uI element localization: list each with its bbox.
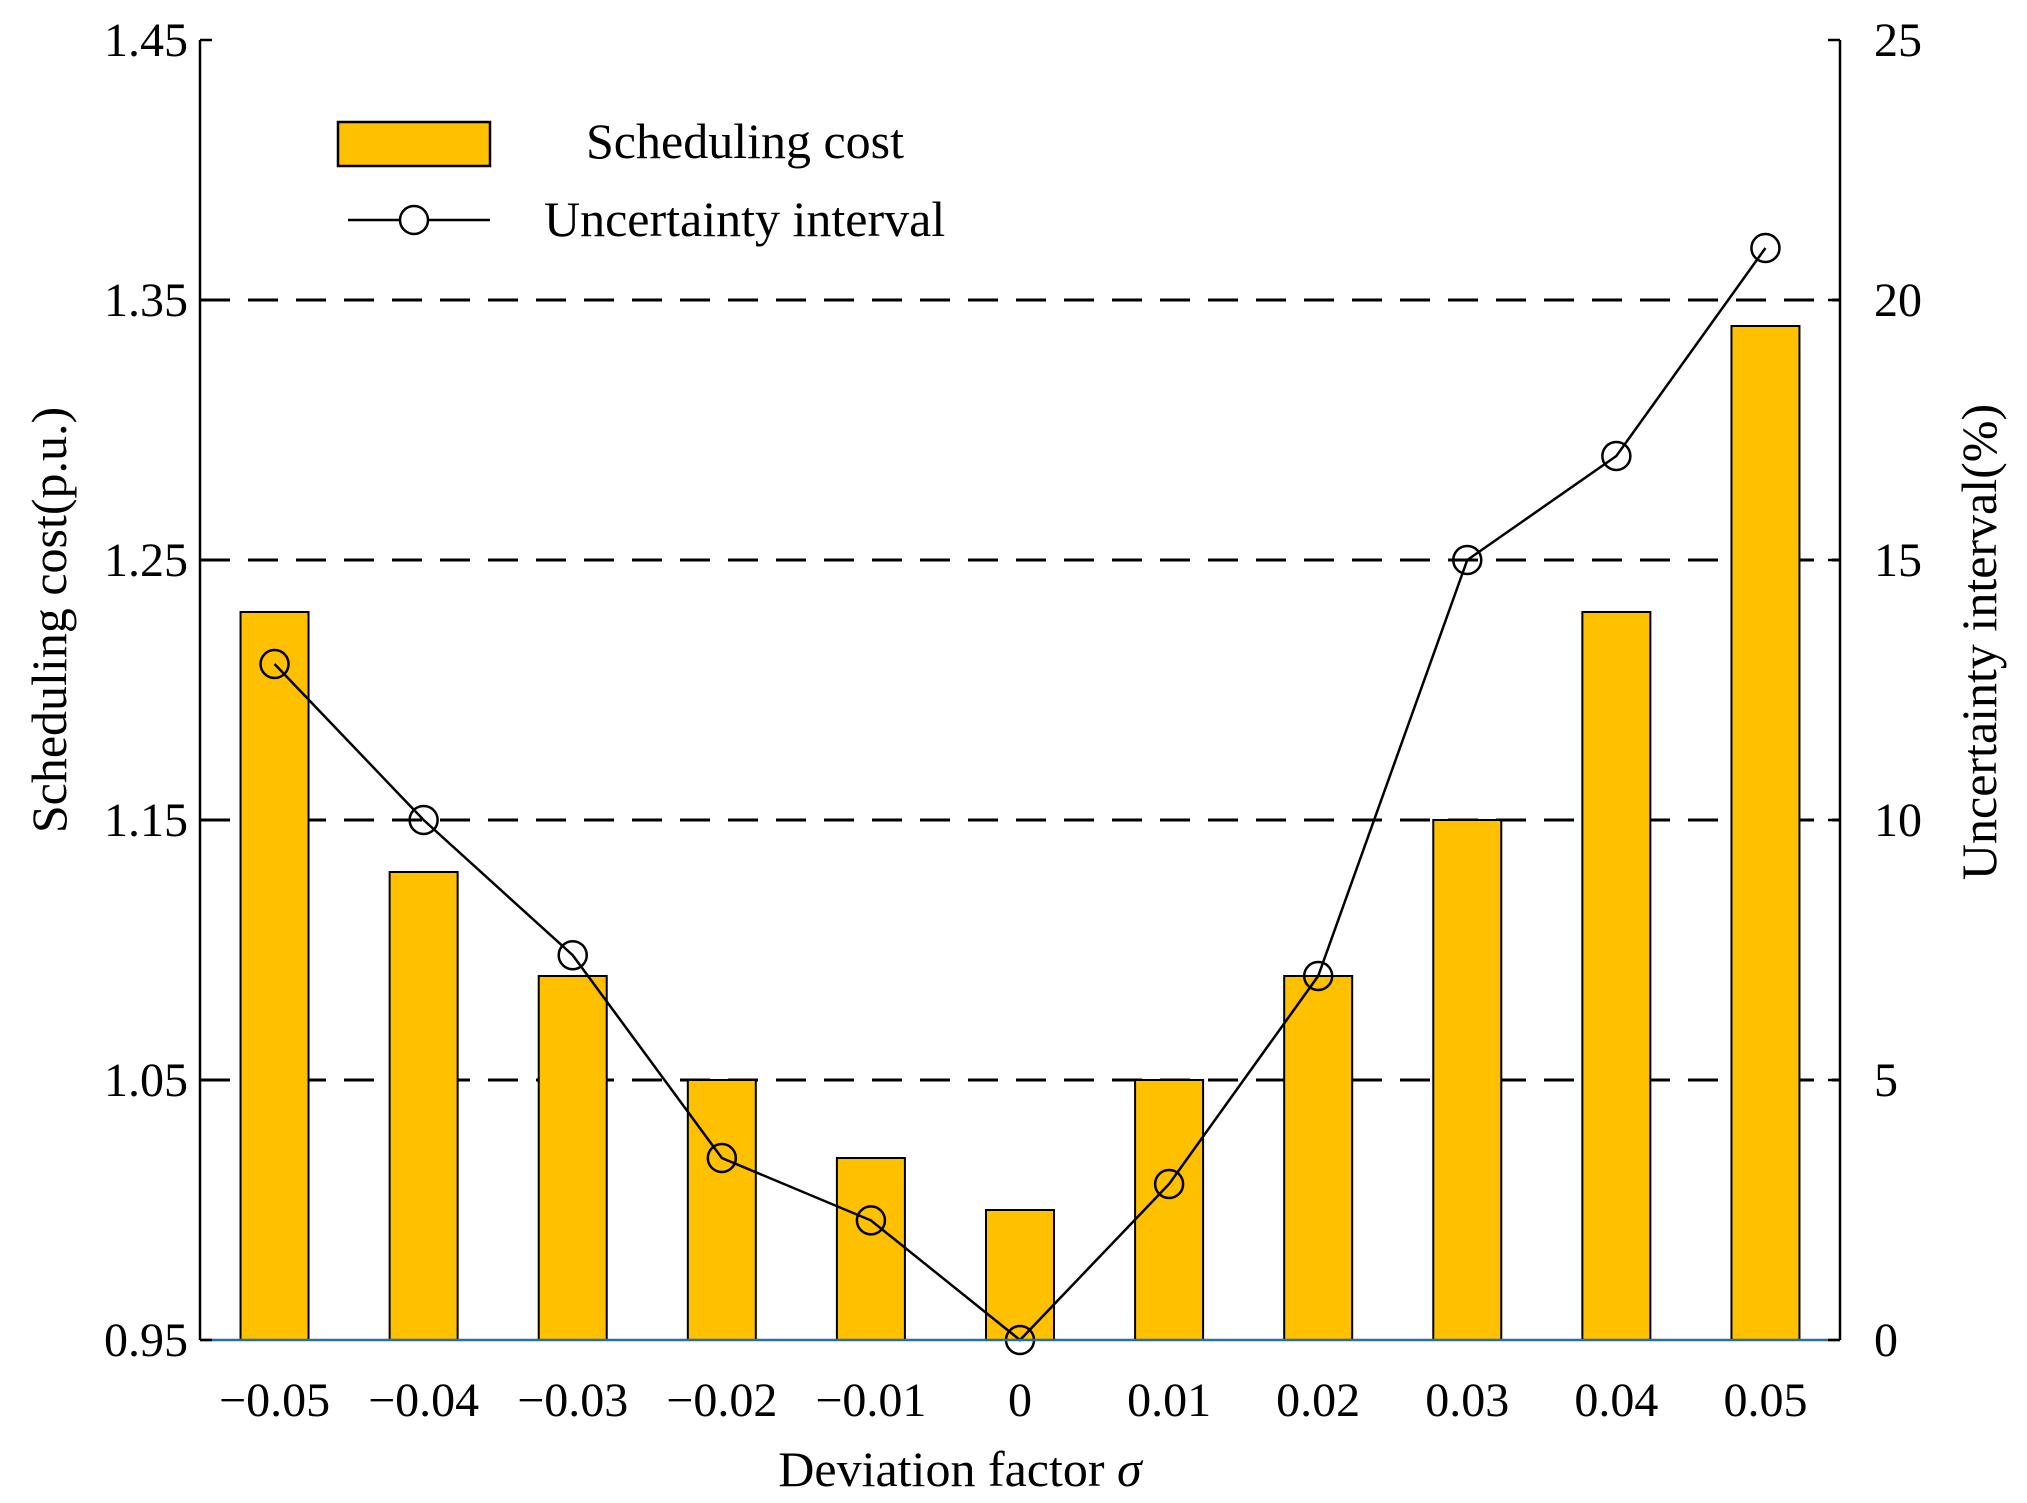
y-tick-label-right: 10 xyxy=(1874,794,1922,847)
bar xyxy=(1283,975,1354,1341)
y-tick-label-left: 1.05 xyxy=(104,1054,188,1107)
y-tick-label-left: 1.45 xyxy=(104,14,188,67)
x-axis-title: Deviation factor σ xyxy=(778,1441,1144,1497)
y-tick-label-left: 1.25 xyxy=(104,534,188,587)
bar xyxy=(1581,611,1652,1341)
bar xyxy=(388,871,459,1341)
line-marker xyxy=(1601,440,1632,472)
y-axis-title-left: Scheduling cost(p.u.) xyxy=(21,407,77,833)
y-tick-label-left: 1.35 xyxy=(104,274,188,327)
x-tick-label: 0 xyxy=(1008,1374,1032,1427)
x-tick-label: −0.03 xyxy=(517,1374,628,1427)
bar xyxy=(686,1079,757,1341)
line-marker xyxy=(557,939,588,971)
y-tick-label-right: 20 xyxy=(1874,274,1922,327)
line-marker xyxy=(706,1142,738,1174)
y-tick-label-right: 25 xyxy=(1874,14,1922,67)
x-tick-label: −0.01 xyxy=(815,1374,926,1427)
legend-label-scheduling-cost: Scheduling cost xyxy=(586,113,904,169)
y-tick-label-left: 0.95 xyxy=(104,1314,188,1367)
line-series xyxy=(259,232,1781,1356)
legend: Scheduling cost Uncertainty interval xyxy=(336,113,945,247)
bar xyxy=(1730,325,1801,1341)
x-tick-label: −0.04 xyxy=(368,1374,479,1427)
uncertainty-line xyxy=(273,247,1767,1342)
tick-labels: 0.951.051.151.251.351.450510152025−0.05−… xyxy=(104,14,1922,1427)
line-marker xyxy=(408,804,439,836)
bar xyxy=(537,975,608,1341)
y-tick-label-right: 5 xyxy=(1874,1054,1898,1107)
x-tick-label: −0.05 xyxy=(219,1374,330,1427)
x-tick-label: −0.02 xyxy=(666,1374,777,1427)
bar-series xyxy=(239,325,1801,1341)
line-marker xyxy=(259,648,290,680)
x-tick-label: 0.01 xyxy=(1127,1374,1211,1427)
y-tick-label-right: 15 xyxy=(1874,534,1922,587)
axes xyxy=(198,38,1842,1342)
legend-bar-swatch xyxy=(336,120,492,168)
legend-marker-swatch xyxy=(398,204,430,236)
x-tick-label: 0.03 xyxy=(1425,1374,1509,1427)
legend-label-uncertainty-interval: Uncertainty interval xyxy=(544,191,945,247)
line-marker xyxy=(1153,1168,1185,1200)
x-tick-label: 0.02 xyxy=(1276,1374,1360,1427)
line-marker xyxy=(1452,544,1483,576)
bar xyxy=(985,1209,1055,1341)
line-marker xyxy=(1302,960,1334,992)
grid-lines xyxy=(200,298,1840,1082)
y-tick-label-left: 1.15 xyxy=(104,794,188,847)
x-tick-label: 0.05 xyxy=(1723,1374,1807,1427)
y-axis-title-right: Uncertainty interval(%) xyxy=(1951,404,2007,880)
x-tick-label: 0.04 xyxy=(1574,1374,1658,1427)
bar xyxy=(239,611,310,1341)
bar xyxy=(1432,819,1503,1341)
line-marker xyxy=(855,1205,887,1236)
line-marker xyxy=(1750,232,1781,264)
y-tick-label-right: 0 xyxy=(1874,1314,1898,1367)
bar xyxy=(835,1157,906,1341)
